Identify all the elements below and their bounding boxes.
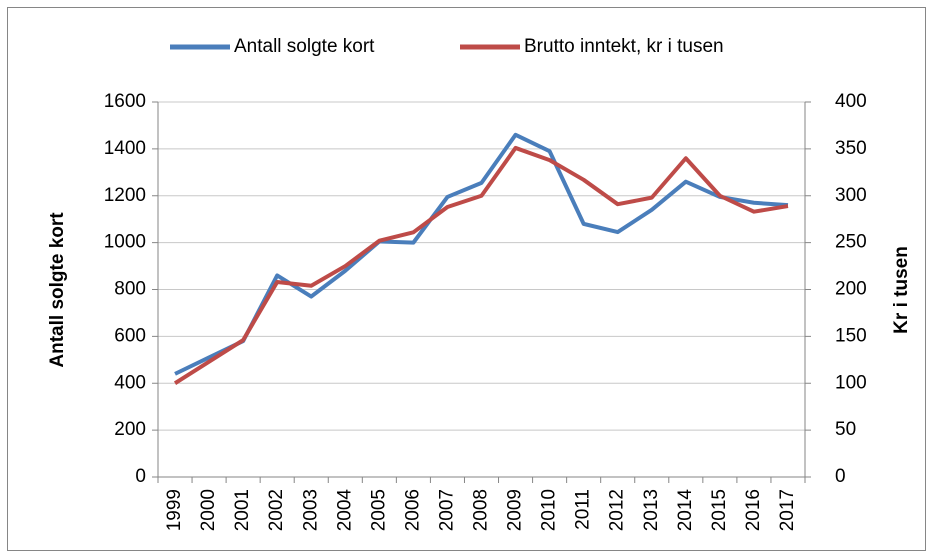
x-tick-label: 2005 bbox=[368, 489, 389, 531]
x-tick-label: 2001 bbox=[232, 489, 253, 531]
y-tick-label: 0 bbox=[135, 466, 146, 487]
x-tick-label: 2010 bbox=[539, 489, 560, 531]
y-tick-label: 200 bbox=[114, 419, 146, 440]
y2-tick-label: 0 bbox=[835, 466, 846, 487]
y2-tick-label: 150 bbox=[835, 325, 867, 346]
y-tick-label: 800 bbox=[114, 279, 146, 300]
x-tick-label: 2009 bbox=[505, 489, 526, 531]
x-tick-label: 2002 bbox=[266, 489, 287, 531]
x-tick-label: 2011 bbox=[573, 489, 594, 530]
x-tick-label: 2013 bbox=[641, 489, 662, 531]
y-axis-title: Antall solgte kort bbox=[47, 212, 68, 368]
y2-tick-label: 200 bbox=[835, 279, 867, 300]
x-tick-label: 2012 bbox=[607, 489, 628, 531]
x-tick-label: 2017 bbox=[777, 489, 798, 531]
x-tick-label: 2006 bbox=[402, 489, 423, 531]
y-tick-label: 1000 bbox=[104, 232, 146, 253]
series-line bbox=[174, 132, 789, 376]
y-tick-label: 400 bbox=[114, 372, 146, 393]
x-tick-label: 1999 bbox=[164, 489, 185, 531]
y2-axis-title: Kr i tusen bbox=[891, 246, 912, 334]
y2-tick-label: 100 bbox=[835, 372, 867, 393]
y2-tick-label: 350 bbox=[835, 138, 867, 159]
chart-border bbox=[7, 7, 926, 551]
x-tick-label: 2008 bbox=[471, 489, 492, 531]
legend-label: Brutto inntekt, kr i tusen bbox=[524, 36, 724, 57]
x-tick-label: 2014 bbox=[675, 489, 696, 532]
x-tick-label: 2003 bbox=[300, 489, 321, 531]
x-tick-label: 2000 bbox=[198, 489, 219, 531]
y-tick-label: 1600 bbox=[104, 91, 146, 112]
legend-label: Antall solgte kort bbox=[234, 36, 375, 57]
y2-tick-label: 50 bbox=[835, 419, 856, 440]
y2-tick-label: 250 bbox=[835, 232, 867, 253]
x-tick-label: 2015 bbox=[709, 489, 730, 531]
y-tick-label: 1200 bbox=[104, 185, 146, 206]
x-tick-label: 2004 bbox=[334, 489, 355, 532]
series-line bbox=[173, 145, 789, 385]
x-tick-label: 2007 bbox=[436, 489, 457, 531]
x-tick-label: 2016 bbox=[743, 489, 764, 531]
y-tick-label: 1400 bbox=[104, 138, 146, 159]
y2-tick-label: 300 bbox=[835, 185, 867, 206]
y-tick-label: 600 bbox=[114, 325, 146, 346]
y2-tick-label: 400 bbox=[835, 91, 867, 112]
